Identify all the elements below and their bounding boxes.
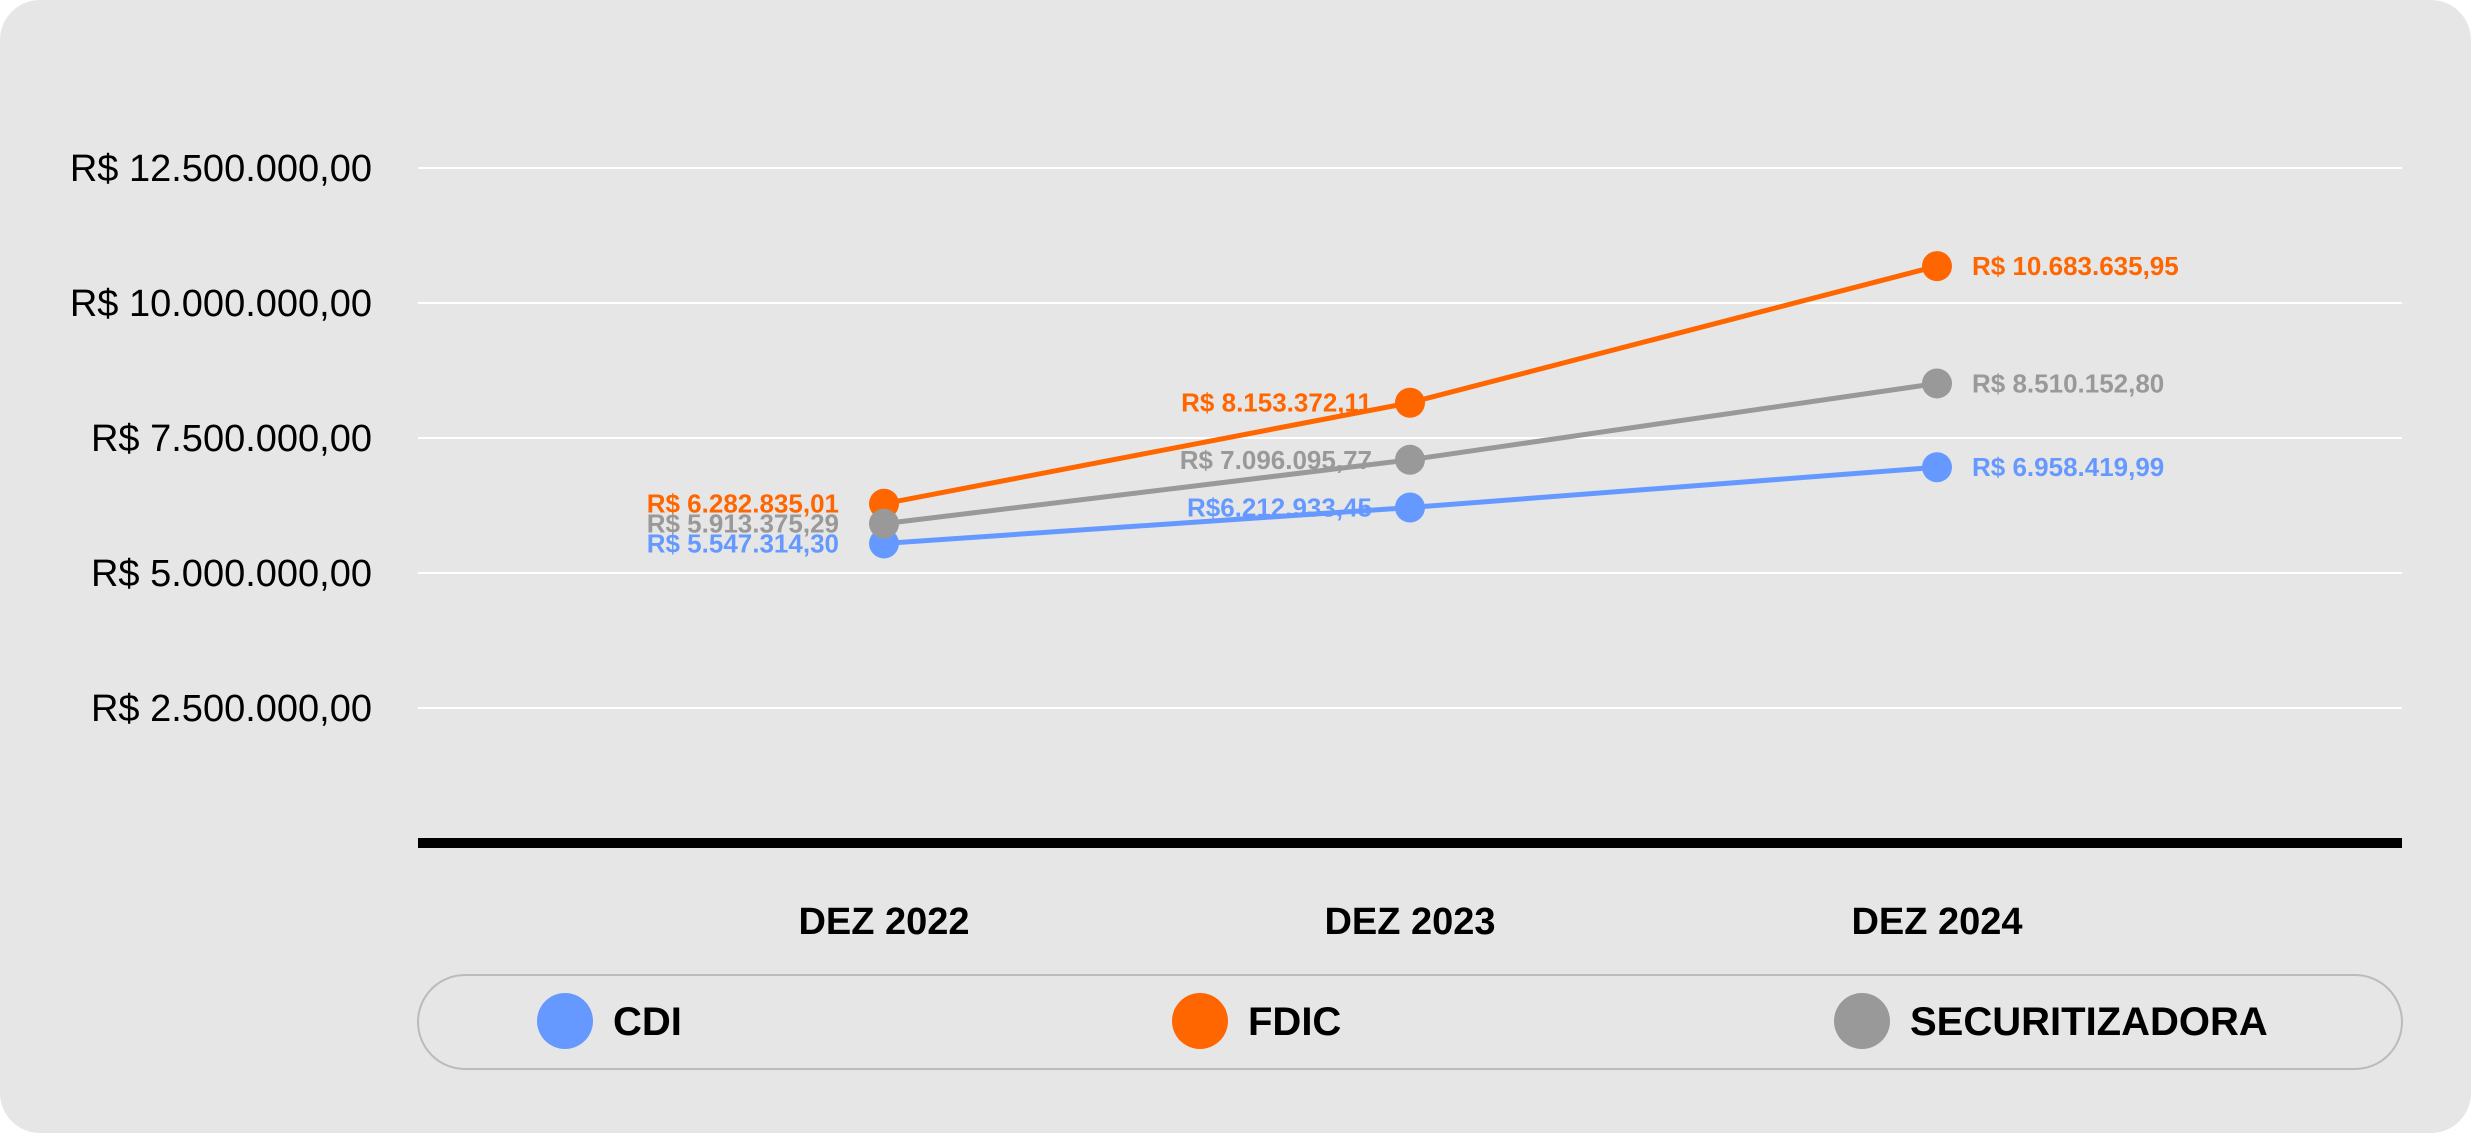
x-axis-ticks: DEZ 2022 DEZ 2023 DEZ 2024: [798, 901, 2022, 943]
legend-label: CDI: [613, 1000, 682, 1044]
legend: CDI FDIC SECURITIZADORA: [417, 974, 2403, 1070]
data-point: [1395, 444, 1425, 475]
data-label: R$ 5.913.375,29: [647, 509, 839, 539]
data-label: R$ 6.958.419,99: [1972, 452, 2164, 482]
x-tick-label: DEZ 2024: [1851, 901, 2022, 943]
y-tick-label: R$ 12.500.000,00: [70, 148, 372, 190]
data-label: R$ 8.153.372,11: [1181, 388, 1372, 418]
legend-box: [417, 974, 2403, 1070]
y-tick-label: R$ 5.000.000,00: [91, 553, 372, 595]
data-label: R$ 6.282.835,01: [647, 489, 839, 519]
data-label: R$ 7.096.095,77: [1180, 445, 1372, 475]
legend-marker: [1834, 993, 1890, 1049]
y-tick-label: R$ 2.500.000,00: [91, 688, 372, 730]
y-tick-label: R$ 10.000.000,00: [70, 283, 372, 325]
legend-label: FDIC: [1248, 1000, 1341, 1044]
series-points: [869, 251, 1952, 559]
y-tick-label: R$ 7.500.000,00: [91, 418, 372, 460]
data-point: [1395, 387, 1425, 418]
data-label: R$6.212.933,45: [1187, 493, 1372, 523]
data-labels: R$ 5.547.314,30 R$6.212.933,45 R$ 6.958.41…: [647, 251, 2179, 558]
data-point: [1922, 368, 1952, 399]
data-point: [1395, 492, 1425, 523]
legend-label: SECURITIZADORA: [1910, 1000, 2268, 1044]
x-tick-label: DEZ 2023: [1324, 901, 1495, 943]
legend-marker: [1172, 993, 1228, 1049]
x-tick-label: DEZ 2022: [798, 901, 969, 943]
legend-marker: [537, 993, 593, 1049]
data-label: R$ 10.683.635,95: [1972, 251, 2179, 281]
data-label: R$ 8.510.152,80: [1972, 368, 2164, 398]
data-point: [1922, 251, 1952, 282]
grid-lines: [418, 167, 2402, 709]
data-point: [869, 508, 899, 539]
data-label: R$ 5.547.314,30: [647, 528, 839, 558]
data-point: [1922, 452, 1952, 483]
y-axis-ticks: R$ 2.500.000,00 R$ 5.000.000,00 R$ 7.500.0…: [70, 148, 372, 730]
